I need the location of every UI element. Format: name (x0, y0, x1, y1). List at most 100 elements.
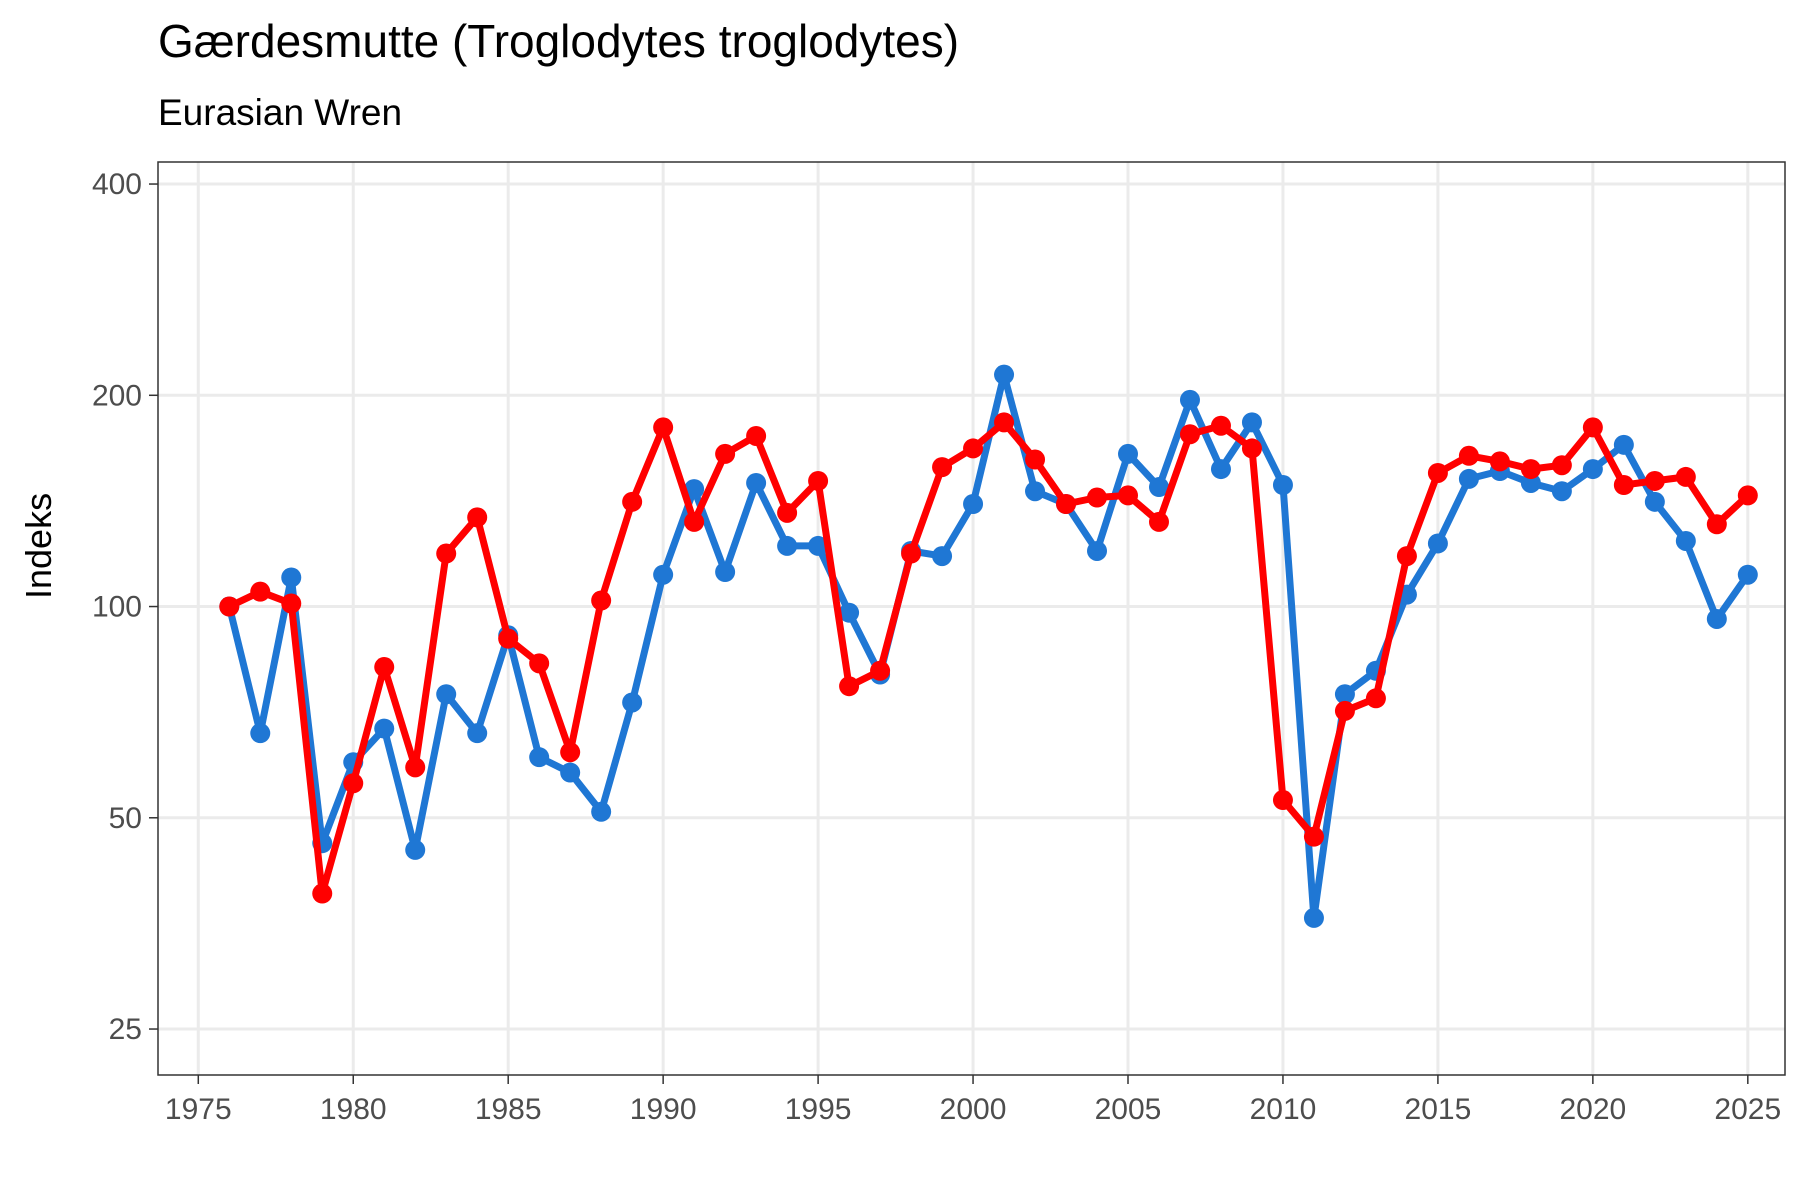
series-2-point (1737, 485, 1758, 506)
series-1-point (405, 839, 426, 860)
series-1-point (1582, 459, 1603, 480)
plot-panel-border (157, 161, 1786, 1076)
series-1-point (808, 535, 829, 556)
series-1-point (1210, 459, 1231, 480)
series-2-point (250, 581, 271, 602)
x-tick-label: 2025 (1714, 1093, 1781, 1126)
series-2-point (1613, 475, 1634, 496)
x-tick-label: 1995 (785, 1093, 852, 1126)
series-2-point (901, 543, 922, 564)
series-1-point (715, 561, 736, 582)
series-2-point (1520, 459, 1541, 480)
series-1-point (1179, 389, 1200, 410)
series-1-point (281, 567, 302, 588)
series-2-point (808, 470, 829, 491)
series-2-point (1489, 451, 1510, 472)
series-2-point (746, 425, 767, 446)
x-tick-label: 1975 (165, 1093, 232, 1126)
x-tick-label: 1985 (475, 1093, 542, 1126)
series-1-point (591, 801, 612, 822)
x-tick-label: 1990 (630, 1093, 697, 1126)
series-2-point (1706, 514, 1727, 535)
series-2-point (529, 653, 550, 674)
x-tick-label: 2005 (1095, 1093, 1162, 1126)
series-1-point (1706, 608, 1727, 629)
series-2-point (622, 491, 643, 512)
series-1-point (1675, 530, 1696, 551)
series-2-point (1087, 487, 1108, 508)
x-tick-label: 2015 (1405, 1093, 1472, 1126)
x-tick-label: 2020 (1559, 1093, 1626, 1126)
series-2 (219, 412, 1758, 904)
series-2-point (653, 417, 674, 438)
series-1-point (1087, 540, 1108, 561)
series-1-point (436, 684, 457, 705)
series-2-point (1179, 424, 1200, 445)
series-1-point (1334, 684, 1355, 705)
chart-subtitle: Eurasian Wren (158, 92, 403, 133)
series-1-point (374, 718, 395, 739)
y-tick-label: 400 (92, 168, 142, 201)
series-1-point (653, 564, 674, 585)
series-group (219, 364, 1758, 928)
series-1-point (1025, 481, 1046, 502)
series-2-point (1644, 470, 1665, 491)
series-2-point (405, 757, 426, 778)
series-2-point (281, 593, 302, 614)
series-2-point (467, 507, 488, 528)
series-2-point (1396, 546, 1417, 567)
series-1-point (1427, 533, 1448, 554)
series-1 (219, 364, 1758, 928)
series-2-point (1365, 688, 1386, 709)
series-2-point (343, 773, 364, 794)
series-2-point (1056, 493, 1077, 514)
y-tick-label: 200 (92, 379, 142, 412)
series-2-point (1148, 511, 1169, 532)
series-1-point (932, 546, 953, 567)
series-2-point (591, 590, 612, 611)
series-2-point (963, 438, 984, 459)
series-1-point (250, 723, 271, 744)
series-1-point (1737, 564, 1758, 585)
series-2-point (436, 543, 457, 564)
series-2-point (1272, 790, 1293, 811)
series-2-point (1025, 449, 1046, 470)
series-2-point (1303, 826, 1324, 847)
y-tick-label: 100 (92, 591, 142, 624)
series-2-point (870, 660, 891, 681)
series-1-point (1551, 481, 1572, 502)
series-1-point (467, 723, 488, 744)
series-2-point (1118, 485, 1139, 506)
series-2-point (1427, 462, 1448, 483)
x-tick-label: 2000 (940, 1093, 1007, 1126)
series-1-point (560, 762, 581, 783)
series-2-point (932, 457, 953, 478)
x-tick-label: 1980 (320, 1093, 387, 1126)
series-1-point (1458, 468, 1479, 489)
series-1-line (225, 371, 1752, 922)
series-2-point (684, 511, 705, 532)
series-2-point (839, 676, 860, 697)
series-2-point (715, 443, 736, 464)
series-2-point (1241, 438, 1262, 459)
axes: 1975 1980 1985 1990 1995 2000 2005 2010 2015 2020… (92, 168, 1781, 1126)
series-2-point (374, 657, 395, 678)
series-1-point (746, 472, 767, 493)
series-1-point (1303, 907, 1324, 928)
gridlines (158, 162, 1785, 1075)
series-2-point (1551, 455, 1572, 476)
series-2-point (560, 742, 581, 763)
x-tick-label: 2010 (1250, 1093, 1317, 1126)
series-2-point (994, 412, 1015, 433)
series-2-point (312, 883, 333, 904)
series-2-point (1675, 466, 1696, 487)
series-1-point (1148, 477, 1169, 498)
series-1-point (529, 747, 550, 768)
series-1-point (1118, 443, 1139, 464)
y-tick-label: 50 (109, 802, 142, 835)
series-2-point (1210, 415, 1231, 436)
series-2-point (777, 502, 798, 523)
series-1-point (1520, 472, 1541, 493)
series-1-point (994, 364, 1015, 385)
series-1-point (839, 602, 860, 623)
